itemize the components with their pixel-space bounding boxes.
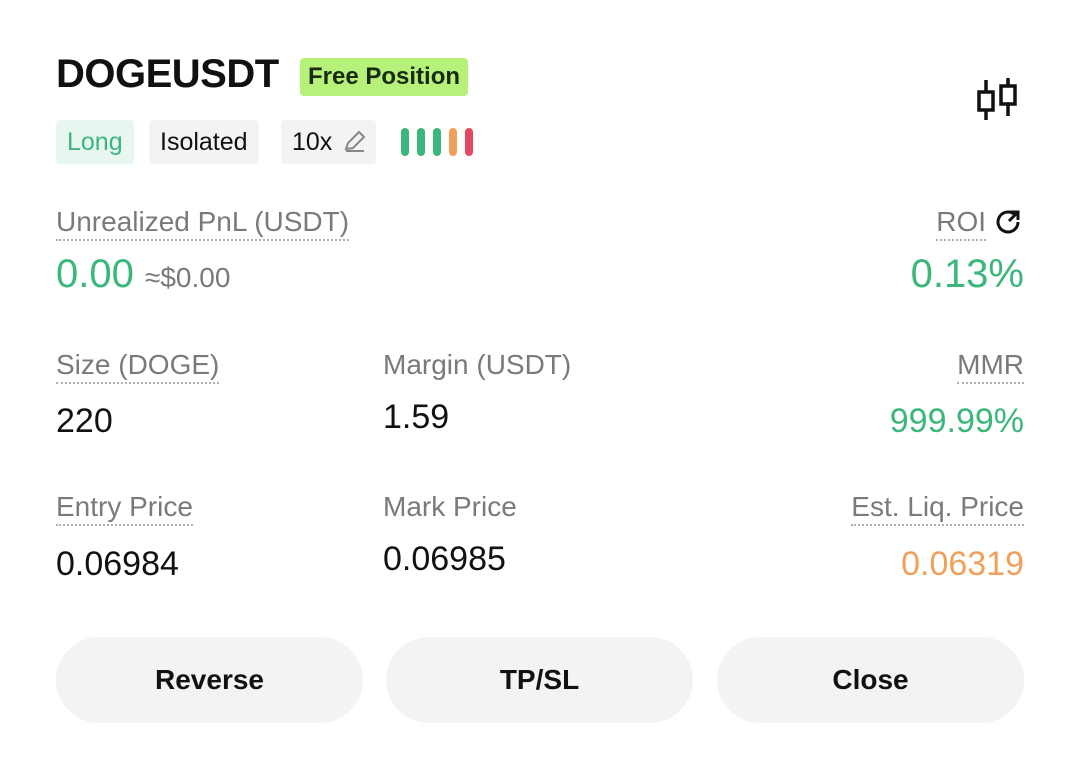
field-value: 1.59 xyxy=(383,398,450,436)
pnl-approx: ≈$0.00 xyxy=(144,262,231,293)
pnl-row: 0.00 ≈$0.00 xyxy=(56,252,230,297)
margin-mode-tag: Isolated xyxy=(149,120,259,164)
pnl-label: Unrealized PnL (USDT) xyxy=(56,205,350,241)
field-value: 220 xyxy=(56,402,113,440)
roi-label: ROI xyxy=(936,205,986,241)
field-label: Size (DOGE) xyxy=(56,348,220,384)
field-value: 0.06985 xyxy=(383,540,506,578)
field-label: Est. Liq. Price xyxy=(851,490,1024,526)
field-value: 999.99% xyxy=(889,402,1024,440)
field-value: 0.06984 xyxy=(56,545,179,583)
side-tag: Long xyxy=(56,120,134,164)
reverse-button[interactable]: Reverse xyxy=(56,637,363,723)
risk-bars xyxy=(401,128,473,156)
field-label: Mark Price xyxy=(383,491,517,522)
field-label: Margin (USDT) xyxy=(383,349,572,380)
close-button[interactable]: Close xyxy=(717,637,1024,723)
field-label: Entry Price xyxy=(56,490,193,526)
chart-icon[interactable] xyxy=(972,76,1022,124)
edit-icon[interactable] xyxy=(342,129,368,155)
field-label: MMR xyxy=(957,348,1024,384)
tpsl-button[interactable]: TP/SL xyxy=(386,637,693,723)
badge: Free Position xyxy=(300,58,469,96)
symbol: DOGEUSDT xyxy=(56,52,279,96)
leverage: 10x xyxy=(292,128,333,156)
leverage-tag[interactable]: 10x xyxy=(281,120,377,164)
pnl-value: 0.00 xyxy=(56,252,134,296)
share-icon[interactable] xyxy=(994,208,1024,238)
field-value: 0.06319 xyxy=(901,545,1024,583)
roi-value: 0.13% xyxy=(910,252,1024,296)
